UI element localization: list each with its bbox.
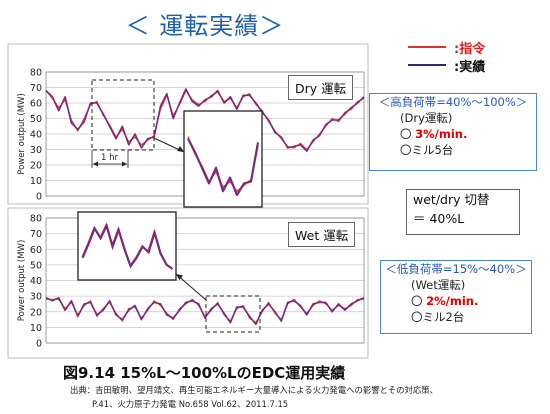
wet-selection-box [205,295,261,333]
y-tick-label: 40 [30,130,42,141]
legend-label-command: :指令 [454,42,486,57]
dry-selection-box [91,79,155,151]
wet-dry-switch-box: wet/dry 切替 ＝ 40%L [406,189,520,235]
y-axis-label: Power output (MW) [17,240,27,322]
low-load-bullet: 〇 [411,294,427,308]
series-line-actual [45,296,365,326]
y-tick-label: 70 [30,83,42,94]
high-load-box: ＜高負荷帯=40%～100%＞ (Dry運転) 〇 3%/min. 〇ミル5台 [369,93,537,171]
y-tick-label: 0 [36,339,42,350]
low-load-rate: 2%/min. [426,294,479,308]
y-tick-label: 70 [30,229,42,240]
low-load-mills: 〇ミル2台 [411,310,465,324]
high-load-rate: 3%/min. [415,127,468,141]
wet-chart-label: Wet 運転 [288,222,356,247]
low-load-rate-row: 〇 2%/min. [381,293,531,309]
y-tick-label: 10 [30,176,42,187]
high-load-mode: (Dry運転) [400,111,453,125]
switch-line1: wet/dry 切替 [413,192,490,207]
low-load-box: ＜低負荷帯=15%～40%＞ (Wet運転) 〇 2%/min. 〇ミル2台 [380,260,532,334]
switch-line2: ＝ 40%L [413,211,465,226]
hr-label: 1 hr [101,153,118,163]
y-tick-label: 60 [30,245,42,256]
hr-arrow-head-left [93,161,98,167]
dry-chart-label: Dry 運転 [288,75,354,100]
legend-swatch-command [408,46,446,48]
y-tick-label: 10 [30,323,42,334]
low-load-mode: (Wet運転) [411,278,466,292]
figure-caption: 図9.14 15%L～100%LのEDC運用実績 [63,364,346,382]
wet-zoom-arrow-head [176,274,183,280]
y-tick-label: 80 [30,214,42,225]
dry-inset-actual-line [187,137,260,197]
plot-area [45,217,365,344]
source-line-2: P.41、火力原子力発電 No.658 Vol.62、2011.7.15 [92,399,289,409]
legend-label-actual: :実績 [454,60,486,75]
high-load-header: ＜高負荷帯=40%～100%＞ [378,95,528,109]
y-tick-label: 60 [30,99,42,110]
legend: :指令 :実績 [408,36,528,76]
high-load-bullet: 〇 [400,127,416,141]
source-line-1: 出典：吉田敏明、望月靖文、再生可能エネルギー大量導入による火力発電への影響とその… [70,385,438,395]
legend-item-actual: :実績 [408,58,528,75]
dry-inset-box [183,110,263,208]
wet-inset-actual-line [81,222,174,270]
y-tick-label: 50 [30,260,42,271]
chart-frame [7,207,369,359]
high-load-rate-row: 〇 3%/min. [370,126,536,142]
legend-swatch-actual [408,64,446,66]
y-tick-label: 80 [30,68,42,79]
high-load-mills: 〇ミル5台 [400,143,454,157]
dry-zoom-arrow-head [177,146,184,152]
y-tick-label: 40 [30,276,42,287]
y-axis-label: Power output (MW) [17,93,27,175]
y-tick-label: 20 [30,307,42,318]
hr-arrow-head-right [122,161,127,167]
legend-item-command: :指令 [408,40,528,57]
y-tick-label: 30 [30,292,42,303]
y-tick-label: 50 [30,114,42,125]
y-tick-label: 20 [30,161,42,172]
y-tick-label: 0 [36,192,42,203]
series-line-actual [45,88,365,152]
wet-zoom-arrow [175,273,207,301]
page-title: ＜ 運転実績＞ [125,12,285,40]
low-load-header: ＜低負荷帯=15%～40%＞ [385,262,527,276]
wet-inset-box [77,211,177,281]
y-tick-label: 30 [30,145,42,156]
